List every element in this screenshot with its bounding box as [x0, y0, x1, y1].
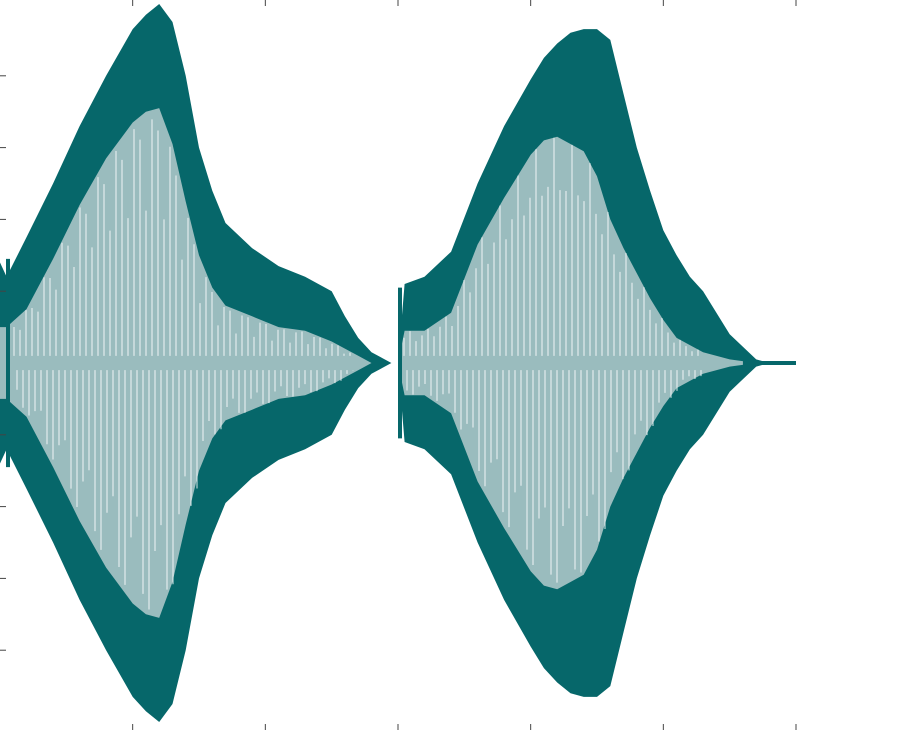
- axis-ticks: [0, 0, 797, 730]
- envelope-fills: [0, 4, 796, 722]
- carrier-lines: [13, 119, 702, 610]
